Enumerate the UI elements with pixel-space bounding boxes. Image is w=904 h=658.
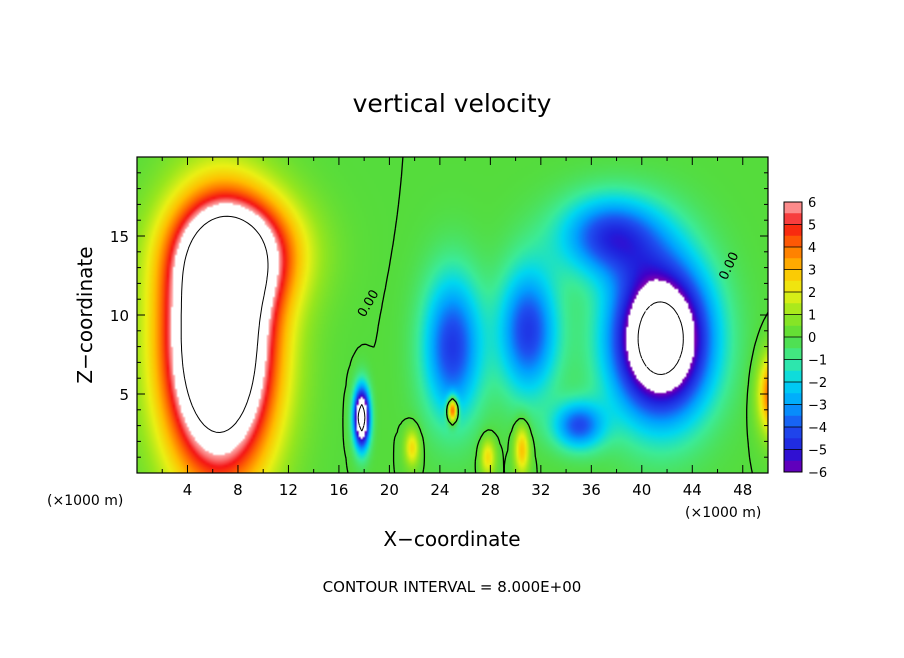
colorbar-swatch [784, 292, 802, 304]
chart-title: vertical velocity [353, 89, 552, 118]
x-axis: 4 8 12 16 20 24 28 32 36 40 44 48 [161, 157, 752, 499]
colorbar-swatch [784, 393, 802, 405]
x-tick-label: 4 [183, 481, 193, 499]
x-tick-label: 12 [279, 481, 298, 499]
y-tick-label: 5 [119, 386, 129, 404]
x-tick-label: 36 [582, 481, 601, 499]
colorbar-swatch [784, 202, 802, 214]
x-tick-label: 24 [430, 481, 449, 499]
colorbar-swatch [784, 359, 802, 372]
contour-level-line [357, 301, 684, 432]
colorbar-tick-label: 0 [808, 331, 816, 346]
colorbar-swatch [784, 460, 802, 473]
colorbar-swatch [784, 370, 802, 383]
y-axis-label: Z−coordinate [73, 246, 97, 383]
x-tick-label: 20 [380, 481, 399, 499]
y-axis: 5 10 15 [110, 172, 768, 458]
colorbar-swatch [784, 382, 802, 394]
colorbar-tick-label: −3 [808, 399, 827, 414]
colorbar-swatch [784, 303, 802, 315]
x-axis-unit-right: (×1000 m) [685, 505, 761, 521]
colorbar-swatch [784, 348, 802, 360]
colorbar-tick-label: −5 [808, 444, 827, 459]
colorbar-swatch [784, 325, 802, 338]
colorbar-tick-label: 1 [808, 309, 816, 324]
colorbar-tick-label: −6 [808, 466, 827, 481]
colorbar-swatch [784, 314, 802, 327]
colorbar-tick-label: −2 [808, 376, 827, 391]
colorbar-swatch [784, 269, 802, 282]
x-axis-label: X−coordinate [383, 527, 520, 551]
contour-level-line [342, 157, 768, 473]
contour-level-line [180, 215, 269, 433]
colorbar-swatch [784, 438, 802, 450]
colorbar-swatch [784, 415, 802, 428]
x-tick-label: 40 [632, 481, 651, 499]
x-tick-label: 28 [481, 481, 500, 499]
x-tick-label: 16 [329, 481, 348, 499]
x-tick-label: 48 [733, 481, 752, 499]
colorbar-swatch [784, 404, 802, 417]
x-tick-label: 44 [683, 481, 702, 499]
x-tick-label: 8 [233, 481, 243, 499]
colorbar-tick-label: −1 [808, 354, 827, 369]
colorbar-swatch [784, 235, 802, 248]
colorbar-swatch [784, 247, 802, 259]
colorbar-tick-label: 4 [808, 241, 816, 256]
y-tick-label: 15 [110, 228, 129, 246]
colorbar-tick-label: 2 [808, 286, 816, 301]
velocity-field [137, 157, 768, 473]
colorbar-swatch [784, 213, 802, 225]
contour-lines [180, 157, 768, 473]
colorbar-tick-label: 6 [808, 196, 816, 211]
colorbar-tick-label: −4 [808, 421, 827, 436]
contour-interval-note: CONTOUR INTERVAL = 8.000E+00 [323, 578, 582, 596]
y-tick-label: 10 [110, 307, 129, 325]
colorbar-tick-label: 3 [808, 264, 816, 279]
colorbar-swatch [784, 449, 802, 462]
colorbar-swatch [784, 280, 802, 293]
colorbar-swatch [784, 427, 802, 439]
colorbar: 6 5 4 3 2 1 0 −1 −2 −3 −4 −5 −6 [783, 196, 827, 481]
colorbar-swatch [784, 258, 802, 270]
x-tick-label: 32 [531, 481, 550, 499]
colorbar-swatch [784, 337, 802, 349]
colorbar-tick-label: 5 [808, 219, 816, 234]
colorbar-swatch [784, 224, 802, 237]
x-axis-unit-left: (×1000 m) [47, 493, 123, 509]
